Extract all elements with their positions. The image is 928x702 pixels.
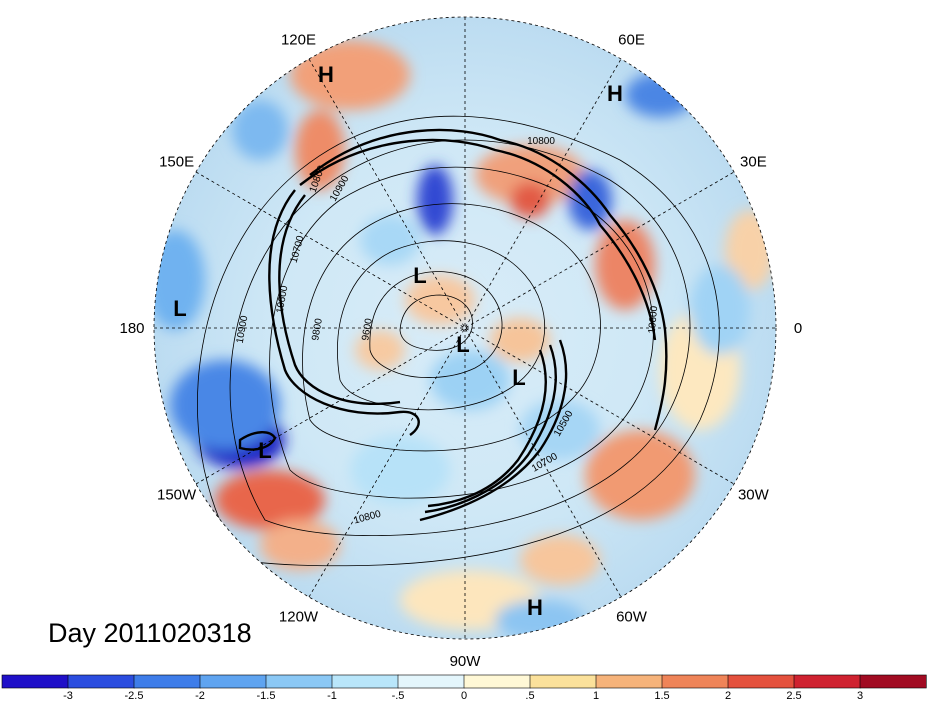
longitude-label: 30E [740, 154, 767, 171]
height-contours [197, 115, 720, 567]
colorbar-swatch [529, 674, 597, 689]
longitude-label: 60E [618, 32, 645, 49]
colorbar-swatch [397, 674, 465, 689]
colorbar-tick-label: -1 [327, 690, 337, 702]
colorbar-tick-label: -.5 [392, 690, 405, 702]
colorbar-swatch [67, 674, 135, 689]
contour-label: 10600 [647, 305, 660, 334]
pressure-center-l: L [456, 332, 469, 357]
longitude-label: 180 [119, 320, 144, 337]
longitude-label: 30W [738, 487, 770, 504]
contour-label: 10600 [275, 284, 291, 314]
colorbar-swatch [859, 674, 927, 689]
colorbar-tick-label: -3 [63, 690, 73, 702]
colorbar-tick-label: 1.5 [654, 690, 669, 702]
pressure-center-h: H [318, 62, 334, 87]
pressure-center-h: H [527, 595, 543, 620]
colorbar-tick-label: 2.5 [786, 690, 801, 702]
graticule [153, 16, 777, 640]
contour-label: 10800 [527, 136, 555, 147]
pressure-center-h: H [607, 81, 623, 106]
longitude-label: 150W [157, 487, 197, 504]
pressure-center-l: L [413, 263, 426, 288]
pressure-centers: H H L L L L L H [173, 62, 623, 620]
colorbar-swatch [199, 674, 267, 689]
longitude-label: 90W [450, 653, 482, 670]
colorbar-tick-label: -1.5 [257, 690, 276, 702]
colorbar-swatch [1, 674, 69, 689]
colorbar-swatch [595, 674, 663, 689]
contour-label: 10900 [235, 314, 251, 344]
pressure-center-l: L [173, 296, 186, 321]
jet-stream-contours [238, 128, 668, 522]
longitude-labels: 90E 60E 30E 0 30W 60W 90W 120W 150W 180 150E 120E [119, 0, 802, 670]
longitude-label: 120E [281, 32, 316, 49]
pressure-center-l: L [512, 365, 525, 390]
colorbar-swatch [463, 674, 531, 689]
colorbar-tick-label: -2.5 [125, 690, 144, 702]
longitude-label: 90E [452, 0, 479, 4]
colorbar-swatch [727, 674, 795, 689]
colorbar-tick-label: 3 [857, 690, 863, 702]
anomaly-shading [154, 17, 776, 639]
longitude-label: 60W [616, 608, 648, 625]
colorbar-swatch [265, 674, 333, 689]
colorbar-swatch [133, 674, 201, 689]
colorbar-tick-label: 1 [593, 690, 599, 702]
colorbar: -3 -2.5 -2 -1.5 -1 -.5 0 .5 1 1.5 2 2.5 3 [1, 674, 927, 702]
colorbar-tick-label: .5 [525, 690, 534, 702]
colorbar-swatch [661, 674, 729, 689]
contour-label: 9600 [360, 317, 375, 341]
longitude-label: 120W [279, 608, 319, 625]
pressure-center-l: L [258, 438, 271, 463]
colorbar-tick-label: -2 [195, 690, 205, 702]
contour-label: 9800 [310, 317, 325, 341]
colorbar-swatch [331, 674, 399, 689]
colorbar-tick-label: 2 [725, 690, 731, 702]
colorbar-swatch [793, 674, 861, 689]
longitude-label: 0 [794, 320, 802, 337]
day-title: Day 2011020318 [48, 618, 252, 648]
longitude-label: 150E [159, 154, 194, 171]
colorbar-tick-label: 0 [461, 690, 467, 702]
